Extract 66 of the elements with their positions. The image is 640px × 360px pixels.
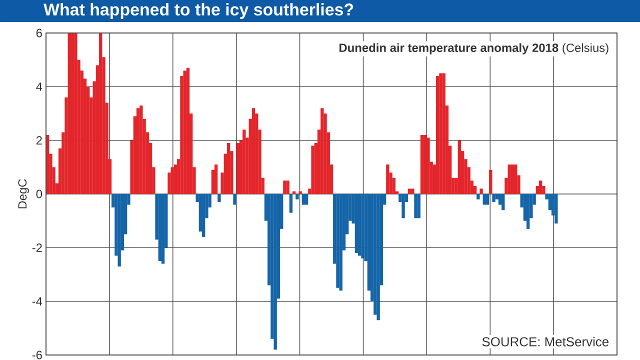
annotation: SOURCE: MetService [482, 336, 609, 346]
bar [336, 194, 340, 288]
bar [158, 194, 162, 262]
bar [361, 194, 364, 258]
bar [286, 180, 290, 194]
bar [554, 194, 558, 224]
bar [118, 194, 121, 266]
y-tick-label: 0 [36, 190, 42, 198]
y-axis-title: DegC [18, 179, 30, 208]
bar [298, 191, 302, 194]
bar [304, 194, 308, 205]
bar [482, 194, 486, 205]
bar [289, 194, 293, 213]
bar [68, 33, 71, 194]
bar [514, 164, 518, 194]
chart-title: What happened to the icy southerlies? [44, 3, 354, 19]
bar [283, 180, 286, 194]
bar [236, 143, 240, 194]
bar [202, 194, 206, 237]
bar [74, 33, 78, 194]
bar [458, 140, 462, 194]
bar [489, 170, 492, 194]
y-tick-label: -4 [32, 297, 42, 306]
bar [502, 194, 505, 210]
bar [183, 70, 186, 194]
y-tick-label: -2 [32, 244, 42, 252]
bar [436, 76, 440, 194]
y-tick-label: 2 [36, 136, 42, 145]
bar [170, 167, 174, 194]
bar [274, 194, 277, 350]
bar [414, 194, 418, 218]
bar [233, 194, 236, 205]
bar [486, 194, 490, 205]
bar [476, 194, 480, 200]
y-tick-label: 4 [36, 82, 42, 91]
bar [296, 194, 299, 200]
bar [386, 164, 390, 194]
bar [186, 68, 190, 194]
bar [442, 73, 446, 194]
bar [376, 194, 380, 320]
bar [218, 194, 221, 202]
bar [358, 194, 362, 256]
bar [417, 194, 420, 218]
bar [354, 194, 358, 254]
y-tick-label: 6 [36, 28, 42, 38]
bar [480, 188, 483, 194]
bar [214, 164, 218, 194]
bar [99, 33, 102, 194]
text: Dunedin air temperature anomaly 2018 (Celsius) [340, 43, 608, 54]
bar [242, 130, 246, 194]
bar [402, 194, 405, 218]
bar [538, 180, 542, 194]
bar [526, 194, 530, 229]
bar [411, 188, 414, 194]
bar [140, 105, 143, 194]
bar [420, 134, 424, 194]
bar [339, 194, 342, 291]
y-tick-label: -6 [32, 350, 42, 360]
bar [320, 108, 324, 194]
bar [311, 146, 314, 194]
bar [492, 194, 496, 202]
bar [302, 194, 306, 205]
bar [508, 164, 511, 194]
bar [426, 138, 430, 194]
bar [439, 73, 442, 194]
bar [408, 188, 412, 194]
